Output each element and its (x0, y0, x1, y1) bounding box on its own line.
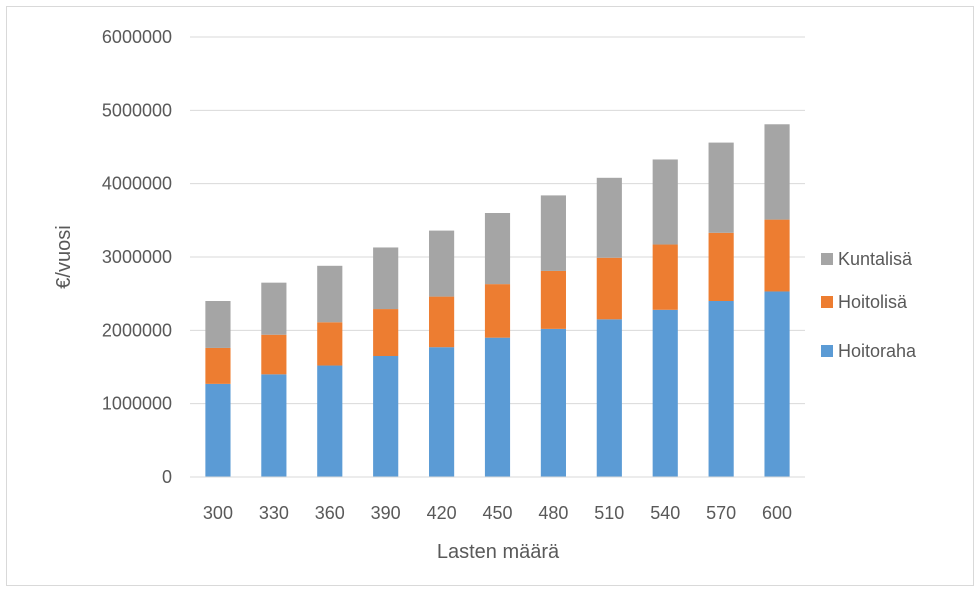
bar-kuntalis--510 (596, 177, 622, 258)
x-tick-label: 600 (762, 503, 792, 523)
y-tick-label: 0 (162, 467, 172, 487)
bar-kuntalis--360 (317, 265, 343, 323)
y-tick-label: 6000000 (102, 27, 172, 47)
gridlines (190, 36, 805, 405)
bar-hoitoraha-450 (484, 337, 511, 477)
bar-hoitolis--300 (205, 347, 231, 384)
bar-kuntalis--450 (484, 213, 511, 285)
y-tick-label: 3000000 (102, 247, 172, 267)
bar-hoitoraha-300 (205, 383, 231, 477)
y-tick-label: 4000000 (102, 174, 172, 194)
legend-swatch-hoitoraha (821, 345, 833, 357)
bar-hoitolis--510 (596, 257, 622, 320)
bar-hoitolis--360 (317, 322, 343, 366)
bar-hoitoraha-510 (596, 319, 622, 477)
legend-swatch-hoitolis- (821, 296, 833, 308)
bar-kuntalis--420 (429, 230, 455, 297)
x-tick-label: 420 (427, 503, 457, 523)
x-axis-title: Lasten määrä (437, 541, 560, 563)
x-tick-label: 450 (482, 503, 512, 523)
bar-kuntalis--570 (708, 142, 734, 233)
bar-hoitolis--390 (373, 309, 399, 356)
bars (205, 124, 790, 477)
bar-hoitoraha-600 (764, 291, 790, 477)
bar-kuntalis--390 (373, 247, 399, 310)
legend-label-hoitoraha: Hoitoraha (838, 341, 917, 361)
x-tick-label: 570 (706, 503, 736, 523)
y-tick-label: 2000000 (102, 320, 172, 340)
x-tick-label: 390 (371, 503, 401, 523)
legend-swatch-kuntalis- (821, 253, 833, 265)
bar-kuntalis--480 (540, 195, 566, 271)
x-tick-label: 510 (594, 503, 624, 523)
bar-hoitoraha-420 (429, 347, 455, 477)
y-axis-title: €/vuosi (53, 225, 75, 288)
x-tick-label: 480 (538, 503, 568, 523)
bar-hoitolis--420 (429, 296, 455, 348)
bar-hoitolis--330 (261, 334, 287, 375)
y-tick-label: 1000000 (102, 394, 172, 414)
legend-label-hoitolis-: Hoitolisä (838, 292, 908, 312)
x-tick-label: 540 (650, 503, 680, 523)
bar-kuntalis--330 (261, 282, 287, 335)
bar-hoitoraha-330 (261, 374, 287, 477)
bar-hoitoraha-540 (652, 309, 678, 477)
bar-kuntalis--600 (764, 124, 790, 220)
bar-hoitolis--480 (540, 270, 566, 329)
x-tick-label: 300 (203, 503, 233, 523)
bar-kuntalis--540 (652, 159, 678, 245)
x-axis-ticks: 300 330 360 390 420 450 480 510 540 570 600 (203, 503, 792, 523)
bar-hoitolis--600 (764, 219, 790, 292)
bar-hoitolis--540 (652, 244, 678, 310)
legend: Kuntalisä Hoitolisä Hoitoraha (821, 249, 917, 361)
bar-kuntalis--300 (205, 301, 231, 348)
bar-hoitoraha-480 (540, 328, 566, 477)
legend-label-kuntalis-: Kuntalisä (838, 249, 913, 269)
x-tick-label: 330 (259, 503, 289, 523)
bar-hoitoraha-390 (373, 356, 399, 477)
bar-hoitoraha-360 (317, 365, 343, 477)
bar-hoitolis--570 (708, 232, 734, 301)
x-tick-label: 360 (315, 503, 345, 523)
bar-hoitolis--450 (484, 284, 511, 338)
bar-hoitoraha-570 (708, 301, 734, 477)
y-tick-label: 5000000 (102, 100, 172, 120)
y-axis-ticks: 0 1000000 2000000 3000000 4000000 5000000 6000… (102, 27, 172, 487)
